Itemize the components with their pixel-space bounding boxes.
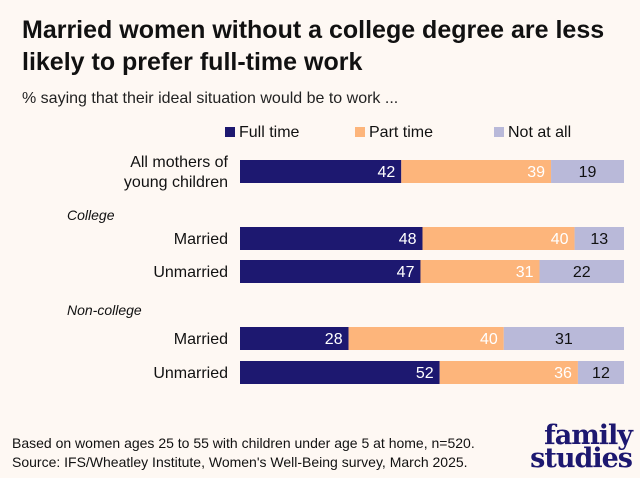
data-label: 42 xyxy=(377,164,395,181)
family-studies-logo: family studies xyxy=(522,420,633,474)
footer-line-1: Based on women ages 25 to 55 with childr… xyxy=(12,435,475,451)
bar-segment xyxy=(240,327,349,350)
bar-segment xyxy=(574,227,624,250)
data-label: 19 xyxy=(579,164,597,181)
bar-segment xyxy=(577,361,624,384)
category-label: Married xyxy=(174,331,228,348)
bar-segment xyxy=(439,361,578,384)
category-label: Married xyxy=(174,231,228,248)
group-label: College xyxy=(67,207,115,223)
data-label: 48 xyxy=(399,231,417,248)
legend-label: Full time xyxy=(239,124,300,141)
bar-segment xyxy=(503,327,624,350)
legend-label: Not at all xyxy=(508,124,571,141)
bar-segment xyxy=(420,260,540,283)
legend-label: Part time xyxy=(369,124,433,141)
bar-segment xyxy=(240,160,402,183)
data-label: 12 xyxy=(592,365,610,382)
footer-line-2: Source: IFS/Wheatley Institute, Women's … xyxy=(12,454,468,470)
data-label: 36 xyxy=(554,365,572,382)
data-label: 39 xyxy=(527,164,545,181)
logo-line-1: family xyxy=(544,420,633,451)
data-label: 31 xyxy=(516,264,534,281)
group-label: Non-college xyxy=(67,302,142,318)
footer-note: Based on women ages 25 to 55 with childr… xyxy=(12,434,475,472)
legend-swatch xyxy=(494,127,504,137)
bar-segment xyxy=(551,160,624,183)
data-label: 31 xyxy=(555,331,573,348)
data-label: 52 xyxy=(416,365,434,382)
data-label: 40 xyxy=(480,331,498,348)
legend-swatch xyxy=(355,127,365,137)
data-label: 47 xyxy=(397,264,415,281)
bar-segment xyxy=(539,260,624,283)
data-label: 13 xyxy=(590,231,608,248)
bar-segment xyxy=(422,227,575,250)
chart-title: Married women without a college degree a… xyxy=(22,16,605,76)
bar-segment xyxy=(240,260,421,283)
data-label: 22 xyxy=(573,264,591,281)
data-label: 28 xyxy=(325,331,343,348)
category-label: All mothers of xyxy=(130,154,228,171)
category-label: young children xyxy=(124,174,228,191)
category-label: Unmarried xyxy=(153,365,228,382)
bar-segment xyxy=(401,160,552,183)
chart-subtitle: % saying that their ideal situation woul… xyxy=(22,90,399,107)
legend-swatch xyxy=(225,127,235,137)
bar-segment xyxy=(348,327,504,350)
bar-segment xyxy=(240,227,423,250)
bar-segment xyxy=(240,361,440,384)
logo-line-2: studies xyxy=(530,443,633,474)
category-label: Unmarried xyxy=(153,264,228,281)
data-label: 40 xyxy=(551,231,569,248)
